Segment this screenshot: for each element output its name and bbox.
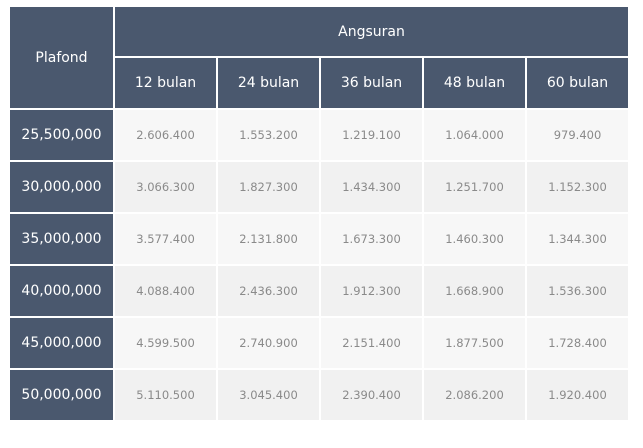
installment-cell: 3.577.400 [115, 214, 216, 264]
table-row: 40,000,000 4.088.400 2.436.300 1.912.300… [10, 266, 628, 316]
table-row: 30,000,000 3.066.300 1.827.300 1.434.300… [10, 162, 628, 212]
column-header-24: 24 bulan [218, 58, 319, 108]
table-row: 50,000,000 5.110.500 3.045.400 2.390.400… [10, 370, 628, 420]
installment-cell: 1.064.000 [424, 110, 525, 160]
plafond-cell: 35,000,000 [10, 214, 113, 264]
angsuran-header: Angsuran [115, 7, 628, 56]
column-header-48: 48 bulan [424, 58, 525, 108]
column-header-12: 12 bulan [115, 58, 216, 108]
installment-cell: 1.536.300 [527, 266, 628, 316]
installment-cell: 1.434.300 [321, 162, 422, 212]
installment-cell: 1.827.300 [218, 162, 319, 212]
plafond-cell: 50,000,000 [10, 370, 113, 420]
table-row: 35,000,000 3.577.400 2.131.800 1.673.300… [10, 214, 628, 264]
installment-cell: 3.045.400 [218, 370, 319, 420]
installment-cell: 1.344.300 [527, 214, 628, 264]
table-row: 45,000,000 4.599.500 2.740.900 2.151.400… [10, 318, 628, 368]
installment-cell: 1.673.300 [321, 214, 422, 264]
installment-cell: 1.251.700 [424, 162, 525, 212]
plafond-header: Plafond [10, 7, 113, 108]
installment-cell: 1.553.200 [218, 110, 319, 160]
plafond-cell: 45,000,000 [10, 318, 113, 368]
installment-cell: 2.390.400 [321, 370, 422, 420]
installment-cell: 2.151.400 [321, 318, 422, 368]
installment-cell: 1.728.400 [527, 318, 628, 368]
header-row-months: 12 bulan 24 bulan 36 bulan 48 bulan 60 b… [10, 58, 628, 108]
installment-cell: 1.668.900 [424, 266, 525, 316]
installment-cell: 2.740.900 [218, 318, 319, 368]
column-header-60: 60 bulan [527, 58, 628, 108]
installment-cell: 4.088.400 [115, 266, 216, 316]
installment-cell: 1.460.300 [424, 214, 525, 264]
installment-cell: 3.066.300 [115, 162, 216, 212]
installment-cell: 2.606.400 [115, 110, 216, 160]
header-row-group: Plafond Angsuran [10, 7, 628, 108]
table-row: 25,500,000 2.606.400 1.553.200 1.219.100… [10, 110, 628, 160]
plafond-cell: 30,000,000 [10, 162, 113, 212]
installment-cell: 1.920.400 [527, 370, 628, 420]
installment-table: Plafond Angsuran 12 bulan 24 bulan 36 bu… [8, 5, 630, 422]
installment-cell: 1.877.500 [424, 318, 525, 368]
installment-cell: 2.436.300 [218, 266, 319, 316]
installment-cell: 979.400 [527, 110, 628, 160]
plafond-cell: 25,500,000 [10, 110, 113, 160]
installment-cell: 4.599.500 [115, 318, 216, 368]
installment-cell: 1.912.300 [321, 266, 422, 316]
installment-cell: 5.110.500 [115, 370, 216, 420]
plafond-cell: 40,000,000 [10, 266, 113, 316]
column-header-36: 36 bulan [321, 58, 422, 108]
installment-cell: 1.152.300 [527, 162, 628, 212]
installment-cell: 2.131.800 [218, 214, 319, 264]
installment-cell: 2.086.200 [424, 370, 525, 420]
installment-cell: 1.219.100 [321, 110, 422, 160]
